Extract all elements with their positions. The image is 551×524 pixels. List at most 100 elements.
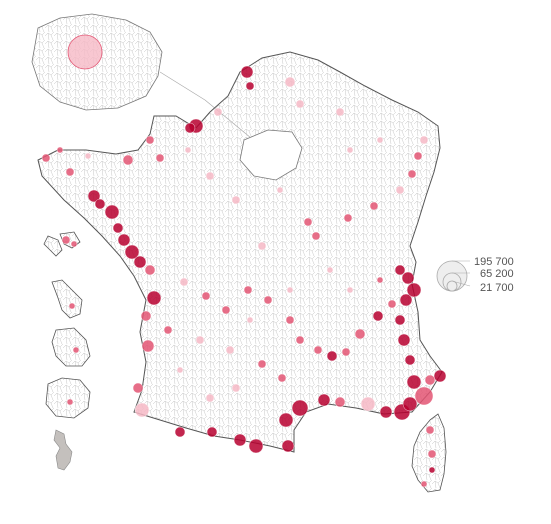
legend-label-small: 21 700 xyxy=(480,282,514,294)
circle-marker xyxy=(201,291,211,301)
circle-marker xyxy=(263,295,273,305)
circle-marker xyxy=(221,305,231,315)
circle-marker xyxy=(406,282,422,298)
circle-marker xyxy=(387,299,397,309)
circle-marker xyxy=(341,347,351,357)
circle-marker xyxy=(404,354,416,366)
circle-marker xyxy=(133,255,147,269)
circle-marker xyxy=(245,81,255,91)
circle-marker xyxy=(295,99,305,109)
circle-marker xyxy=(248,438,264,454)
circle-marker xyxy=(343,213,353,223)
circle-marker xyxy=(402,396,418,412)
circle-marker xyxy=(346,146,354,154)
circle-marker xyxy=(394,314,406,326)
circle-marker xyxy=(84,152,92,160)
circle-marker xyxy=(419,135,429,145)
circle-marker xyxy=(413,151,423,161)
martinique-outline xyxy=(51,279,83,319)
circle-marker xyxy=(140,310,152,322)
circle-marker xyxy=(213,107,223,117)
circle-marker xyxy=(277,373,287,383)
circle-marker xyxy=(360,396,376,412)
circle-marker xyxy=(132,382,144,394)
circle-marker xyxy=(205,393,215,403)
circle-marker xyxy=(284,76,296,88)
circle-marker xyxy=(104,204,120,220)
circle-marker xyxy=(369,201,379,211)
overseas-insets xyxy=(43,231,91,471)
circle-marker xyxy=(281,439,295,453)
circle-marker xyxy=(122,154,134,166)
circle-marker xyxy=(179,277,189,287)
circle-marker xyxy=(144,264,156,276)
paris-region-hole xyxy=(239,129,303,181)
circle-marker xyxy=(286,286,294,294)
circle-marker xyxy=(326,266,334,274)
circle-marker xyxy=(427,449,437,459)
circle-marker xyxy=(376,136,384,144)
inset-connector-line xyxy=(159,71,206,101)
circle-marker xyxy=(231,195,241,205)
legend-label-large: 195 700 xyxy=(474,256,514,268)
circle-marker xyxy=(311,231,321,241)
circle-marker xyxy=(174,426,186,438)
circle-marker xyxy=(141,339,155,353)
circle-marker xyxy=(285,315,295,325)
circle-marker xyxy=(428,466,436,474)
circle-marker xyxy=(257,241,267,251)
circle-marker xyxy=(94,198,106,210)
circle-marker xyxy=(243,285,253,295)
circle-marker xyxy=(117,233,131,247)
circle-marker xyxy=(397,333,411,347)
circle-marker xyxy=(41,153,51,163)
circle-marker xyxy=(326,350,338,362)
circle-marker xyxy=(205,171,215,181)
circle-marker xyxy=(233,433,247,447)
circle-marker xyxy=(176,366,184,374)
legend-circle-small xyxy=(446,280,458,292)
circle-marker xyxy=(406,374,422,390)
circle-marker xyxy=(335,107,345,117)
circle-marker xyxy=(372,310,384,322)
circle-markers xyxy=(41,65,447,488)
circle-marker xyxy=(257,359,267,369)
circle-marker xyxy=(112,222,124,234)
circle-marker xyxy=(231,383,241,393)
circle-marker xyxy=(295,335,305,345)
circle-marker xyxy=(291,399,309,417)
circle-marker xyxy=(225,345,235,355)
circle-marker xyxy=(145,135,155,145)
paris-circle xyxy=(67,34,103,70)
ile-de-france-inset xyxy=(31,13,269,153)
circle-marker xyxy=(401,271,415,285)
circle-marker xyxy=(206,426,218,438)
circle-marker xyxy=(424,374,436,386)
circle-marker xyxy=(317,393,331,407)
circle-marker xyxy=(407,169,417,179)
circle-marker xyxy=(278,412,294,428)
circle-marker xyxy=(56,146,64,154)
circle-marker xyxy=(155,153,165,163)
circle-marker xyxy=(68,302,76,310)
circle-marker xyxy=(61,235,71,245)
circle-marker xyxy=(72,346,80,354)
legend-label-medium: 65 200 xyxy=(480,268,514,280)
guyane-outline xyxy=(51,327,91,367)
circle-marker xyxy=(334,396,346,408)
legend-leader-small xyxy=(451,280,471,287)
mayotte-outline xyxy=(53,429,73,471)
legend: 195 700 65 200 21 700 xyxy=(436,256,514,294)
metropolitan-france xyxy=(37,51,443,453)
circle-marker xyxy=(246,316,254,324)
circle-marker xyxy=(420,480,428,488)
circle-marker xyxy=(376,276,384,284)
circle-marker xyxy=(70,240,78,248)
circle-marker xyxy=(433,369,447,383)
circle-marker xyxy=(303,217,313,227)
circle-marker xyxy=(195,335,205,345)
circle-marker xyxy=(163,325,173,335)
circle-marker xyxy=(354,328,366,340)
circle-marker xyxy=(184,146,192,154)
